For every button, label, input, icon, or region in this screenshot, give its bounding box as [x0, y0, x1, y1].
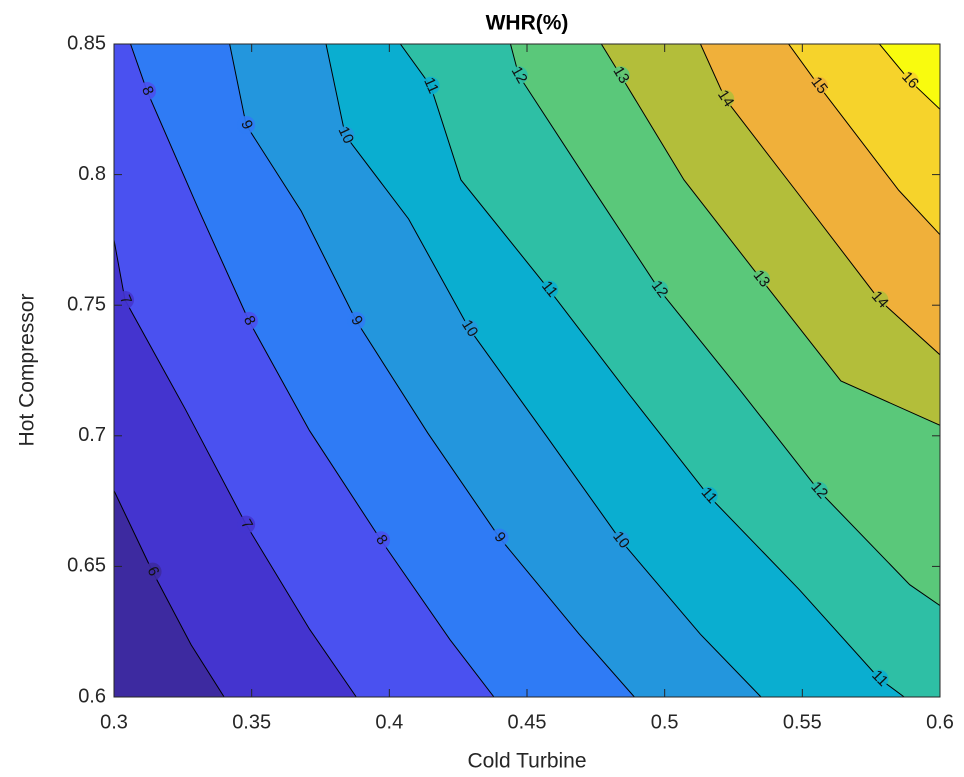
contour-line [114, 239, 357, 697]
contour-label-gap [611, 66, 630, 85]
contour-label-gap [870, 290, 889, 309]
contour-line [700, 44, 940, 356]
y-tick-label: 0.8 [78, 163, 106, 185]
contour-fills [114, 44, 940, 697]
contour-label-gap [752, 270, 771, 289]
contour-label: 12 [648, 277, 672, 301]
contour-line [399, 44, 905, 697]
contour-label-gap [809, 76, 828, 95]
contour-label-gap [239, 311, 258, 330]
contour-line [509, 44, 940, 606]
contour-label: 13 [609, 64, 632, 87]
contour-line [130, 44, 495, 697]
contour-label: 12 [508, 64, 531, 87]
y-tick-label: 0.6 [78, 685, 106, 707]
x-tick-label: 0.55 [783, 711, 822, 733]
contour-label-gap [372, 531, 391, 550]
contour-label-gap [460, 319, 479, 338]
x-tick-label: 0.5 [651, 711, 679, 733]
contour-label-gap [540, 280, 559, 299]
x-tick-label: 0.35 [232, 711, 271, 733]
contour-label-gap [509, 66, 528, 85]
contour-label-gap [347, 311, 366, 330]
x-tick-label: 0.45 [508, 711, 547, 733]
contour-label: 11 [420, 75, 442, 96]
contour-label: 10 [609, 528, 633, 552]
x-tick-label: 0.3 [100, 711, 128, 733]
contour-label-gap [809, 481, 828, 500]
contour-label-gap [336, 126, 355, 145]
contour-label-gap [138, 82, 157, 101]
contour-label: 15 [807, 74, 831, 98]
y-tick-label: 0.75 [67, 293, 106, 315]
contour-label-gap [421, 76, 440, 95]
contour-band [788, 44, 940, 235]
contour-label-gap [650, 280, 669, 299]
contour-label-gap [143, 562, 162, 581]
y-tick-label: 0.7 [78, 424, 106, 446]
contour-label: 14 [714, 87, 737, 110]
y-tick-label: 0.65 [67, 555, 106, 577]
contour-label-gap [699, 486, 718, 505]
y-tick-label: 0.85 [67, 32, 106, 54]
y-axis-label: Hot Compressor [16, 294, 39, 447]
contour-line [229, 44, 635, 697]
chart-title: WHR(%) [486, 12, 569, 35]
x-tick-label: 0.4 [375, 711, 403, 733]
contour-label-gap [716, 89, 735, 108]
contour-line [325, 44, 762, 697]
contour-label: 10 [335, 124, 357, 146]
contour-line [788, 44, 940, 236]
contour-line [114, 490, 225, 697]
contour-label-gap [900, 71, 919, 90]
contour-label-gap [116, 290, 135, 309]
contour-label-gap [237, 115, 256, 134]
contour-label-gap [490, 528, 509, 547]
contour-label-gap [237, 515, 256, 534]
contour-label: 10 [458, 317, 481, 340]
contour-label: 13 [750, 267, 774, 291]
x-axis-label: Cold Turbine [467, 750, 586, 773]
x-tick-label: 0.6 [926, 711, 954, 733]
contour-label-gap [611, 531, 630, 550]
contour-label-gap [870, 669, 889, 688]
